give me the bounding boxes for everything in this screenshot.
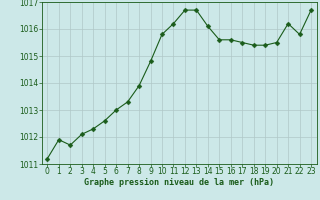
X-axis label: Graphe pression niveau de la mer (hPa): Graphe pression niveau de la mer (hPa) (84, 178, 274, 187)
